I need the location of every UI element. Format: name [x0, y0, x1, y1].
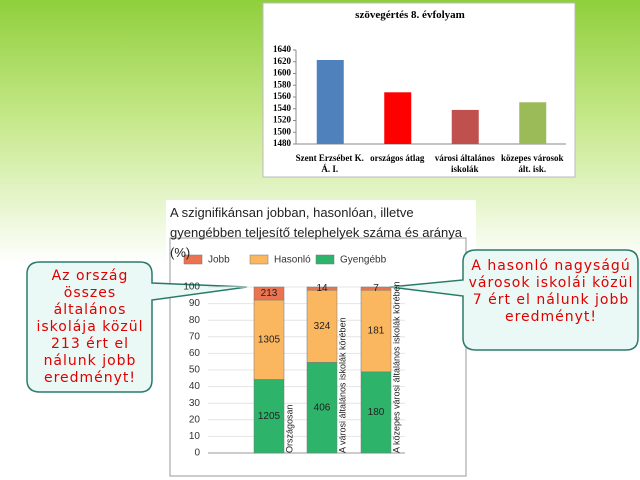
bar-segment [306, 286, 338, 291]
callout-left: Az ország összes általános iskolája közü… [36, 268, 144, 386]
y-tick-label: 1500 [273, 126, 292, 136]
count-label: 324 [314, 321, 331, 332]
x-tick-label: Szent Erzsébet K. Á. I. [295, 153, 364, 174]
legend-swatch [249, 254, 269, 265]
legend-label: Jobb [208, 255, 230, 266]
callout-right: A hasonló nagyságú városok iskolái közül… [468, 258, 634, 325]
count-label: 7 [373, 283, 379, 294]
bar [451, 109, 479, 144]
bar [519, 102, 547, 144]
bar-segment [253, 299, 285, 380]
y-tick-label: 100 [183, 282, 200, 293]
callout-right-shape [389, 249, 639, 351]
y-tick-label: 0 [194, 448, 200, 459]
y-tick-label: 20 [189, 414, 201, 425]
bar-segment [360, 286, 392, 291]
bar [384, 92, 412, 144]
y-tick-label: 1520 [273, 115, 292, 125]
y-tick-label: 1640 [273, 44, 292, 54]
category-label: Országosan [284, 404, 294, 453]
legend-swatch [315, 254, 335, 265]
bar-segment [253, 379, 285, 454]
y-tick-label: 1620 [273, 56, 292, 66]
x-tick-label: közepes városok ált. isk. [500, 153, 564, 174]
bar-segment [306, 362, 338, 454]
count-label: 406 [314, 402, 331, 413]
category-label: A városi általános iskolák körében [337, 317, 347, 453]
count-label: 1205 [258, 411, 281, 422]
legend-label: Gyengébb [340, 255, 387, 266]
bar [316, 59, 344, 144]
y-tick-label: 40 [189, 381, 201, 392]
legend-label: Hasonló [274, 255, 311, 266]
y-tick-label: 90 [189, 298, 201, 309]
chart-2-title: A szignifikánsan jobban, hasonlóan, ille… [170, 205, 462, 260]
chart-1-title: szövegértés 8. évfolyam [355, 9, 465, 21]
y-tick-label: 1540 [273, 103, 292, 113]
y-tick-label: 80 [189, 315, 201, 326]
y-tick-label: 1480 [273, 138, 292, 148]
y-tick-label: 30 [189, 398, 201, 409]
chart-1-frame [262, 2, 576, 178]
bar-segment [306, 289, 338, 363]
y-tick-label: 50 [189, 365, 201, 376]
y-tick-label: 10 [189, 431, 201, 442]
callout-left-shape [26, 261, 248, 393]
legend-swatch [183, 254, 203, 265]
bar-segment [253, 286, 285, 301]
y-tick-label: 70 [189, 331, 201, 342]
x-tick-label: városi általános iskolák [434, 153, 495, 174]
count-label: 14 [316, 283, 328, 294]
count-label: 213 [261, 288, 278, 299]
count-label: 1305 [258, 334, 281, 345]
x-tick-label: országos átlag [370, 153, 425, 163]
count-label: 180 [368, 407, 385, 418]
bar-segment [360, 289, 392, 373]
category-label: A közepes városi általános iskolák köréb… [391, 281, 401, 453]
y-tick-label: 1580 [273, 79, 292, 89]
bar-segment [360, 371, 392, 454]
y-tick-label: 1560 [273, 91, 292, 101]
count-label: 181 [368, 326, 385, 337]
y-tick-label: 1600 [273, 68, 292, 78]
y-tick-label: 60 [189, 348, 201, 359]
